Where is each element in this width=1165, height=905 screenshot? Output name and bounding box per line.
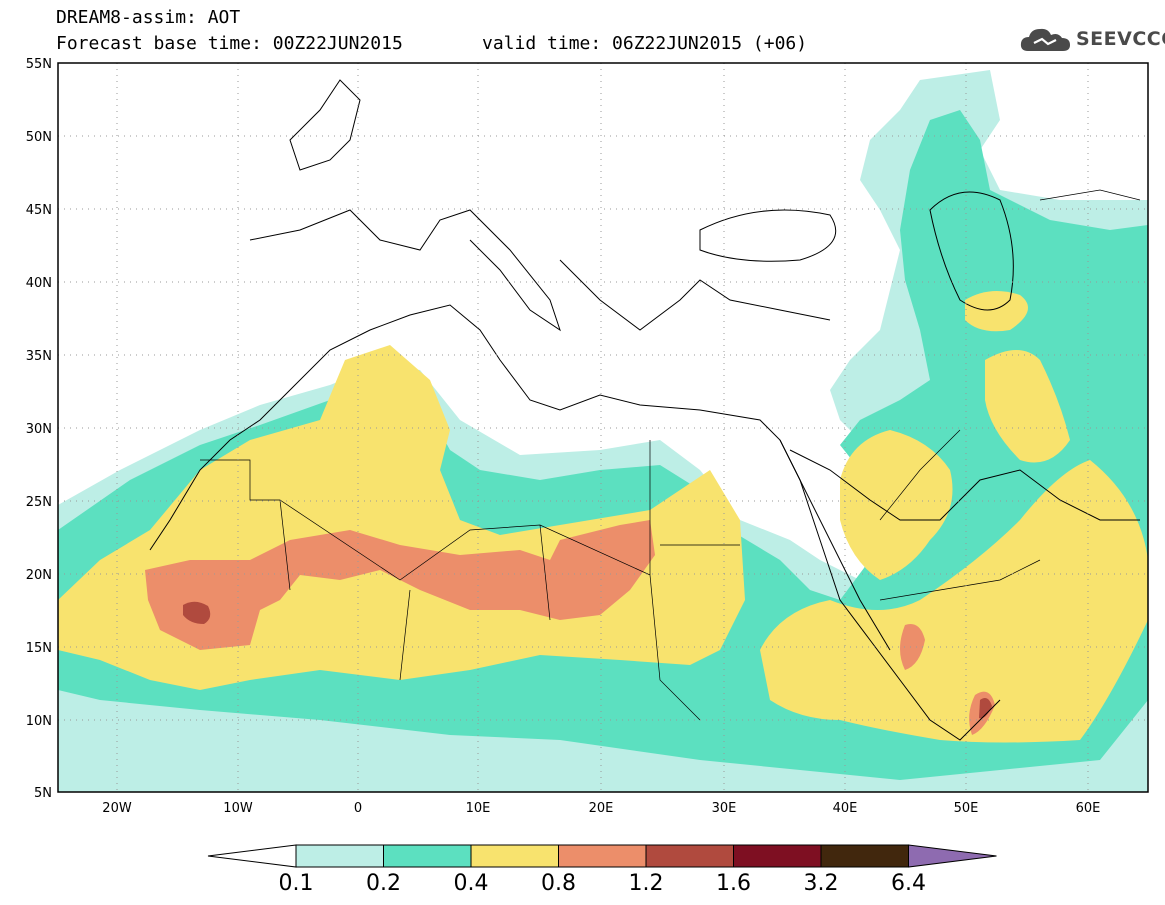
colorbar-label: 6.4 — [891, 871, 926, 896]
colorbar-segment — [558, 844, 647, 868]
lat-label: 40N — [26, 276, 52, 291]
lon-label: 10W — [223, 801, 253, 816]
longitude-labels: 20W 10W 0 10E 20E 30E 40E 50E 60E — [102, 801, 1100, 816]
colorbar: 0.1 0.2 0.4 0.8 1.2 1.6 3.2 6.4 — [207, 844, 997, 896]
colorbar-segment — [645, 844, 734, 868]
lon-label: 0 — [354, 801, 362, 816]
seevccc-logo: SEEVCCC — [1018, 24, 1165, 54]
british-isles — [289, 79, 361, 171]
colorbar-segment — [733, 844, 822, 868]
map-title: DREAM8-assim: AOT — [56, 7, 241, 28]
lat-label: 25N — [26, 495, 52, 510]
lat-label: 5N — [34, 786, 52, 801]
colorbar-label: 1.6 — [716, 871, 751, 896]
border — [879, 189, 1141, 601]
lat-label: 30N — [26, 422, 52, 437]
lon-label: 20E — [589, 801, 614, 816]
aot-contour-1.2 — [183, 601, 211, 624]
coastlines — [149, 79, 1140, 741]
aot-contour-0.4 — [965, 291, 1028, 332]
arabia-coast — [789, 449, 1140, 521]
caspian-sea — [929, 191, 1014, 311]
lat-label: 50N — [26, 130, 52, 145]
valid-time: valid time: 06Z22JUN2015 (+06) — [482, 33, 808, 54]
lon-label: 60E — [1076, 801, 1101, 816]
colorbar-label: 1.2 — [629, 871, 664, 896]
north-africa-coast — [149, 304, 1001, 741]
latitude-labels: 55N 50N 45N 40N 35N 30N 25N 20N 15N 10N … — [26, 57, 52, 801]
aot-contour-0.8 — [900, 624, 925, 670]
colorbar-under-arrow — [207, 844, 297, 868]
lat-label: 15N — [26, 641, 52, 656]
logo-text: SEEVCCC — [1076, 28, 1165, 50]
lon-label: 50E — [954, 801, 979, 816]
lon-label: 10E — [466, 801, 491, 816]
lon-label: 40E — [833, 801, 858, 816]
map-frame — [57, 62, 1149, 793]
colorbar-label: 0.1 — [279, 871, 314, 896]
aot-contour-0.4 — [840, 430, 953, 580]
colorbar-label: 3.2 — [804, 871, 839, 896]
lat-label: 55N — [26, 57, 52, 72]
forecast-base-time: Forecast base time: 00Z22JUN2015 — [56, 33, 403, 54]
colorbar-label: 0.4 — [454, 871, 489, 896]
lat-label: 10N — [26, 714, 52, 729]
colorbar-label: 0.8 — [541, 871, 576, 896]
colorbar-segment — [820, 844, 909, 868]
aot-field — [58, 70, 1148, 792]
lat-label: 45N — [26, 203, 52, 218]
lon-label: 30E — [712, 801, 737, 816]
colorbar-segment — [295, 844, 384, 868]
colorbar-label: 0.2 — [366, 871, 401, 896]
aot-contour-0.4 — [985, 350, 1070, 463]
border — [200, 440, 740, 721]
lat-label: 35N — [26, 349, 52, 364]
colorbar-segment — [470, 844, 559, 868]
europe-coast — [249, 209, 831, 332]
lon-label: 20W — [102, 801, 132, 816]
cloud-icon — [1020, 28, 1070, 51]
aot-contour-0.4 — [760, 460, 1148, 743]
aot-contour-0.8 — [145, 520, 655, 650]
aot-contour-1.2 — [979, 698, 992, 719]
colorbar-segment — [383, 844, 472, 868]
colorbar-over-arrow — [908, 844, 997, 868]
country-borders — [200, 189, 1141, 721]
lat-label: 20N — [26, 568, 52, 583]
red-sea — [779, 439, 891, 651]
black-sea — [699, 209, 837, 262]
